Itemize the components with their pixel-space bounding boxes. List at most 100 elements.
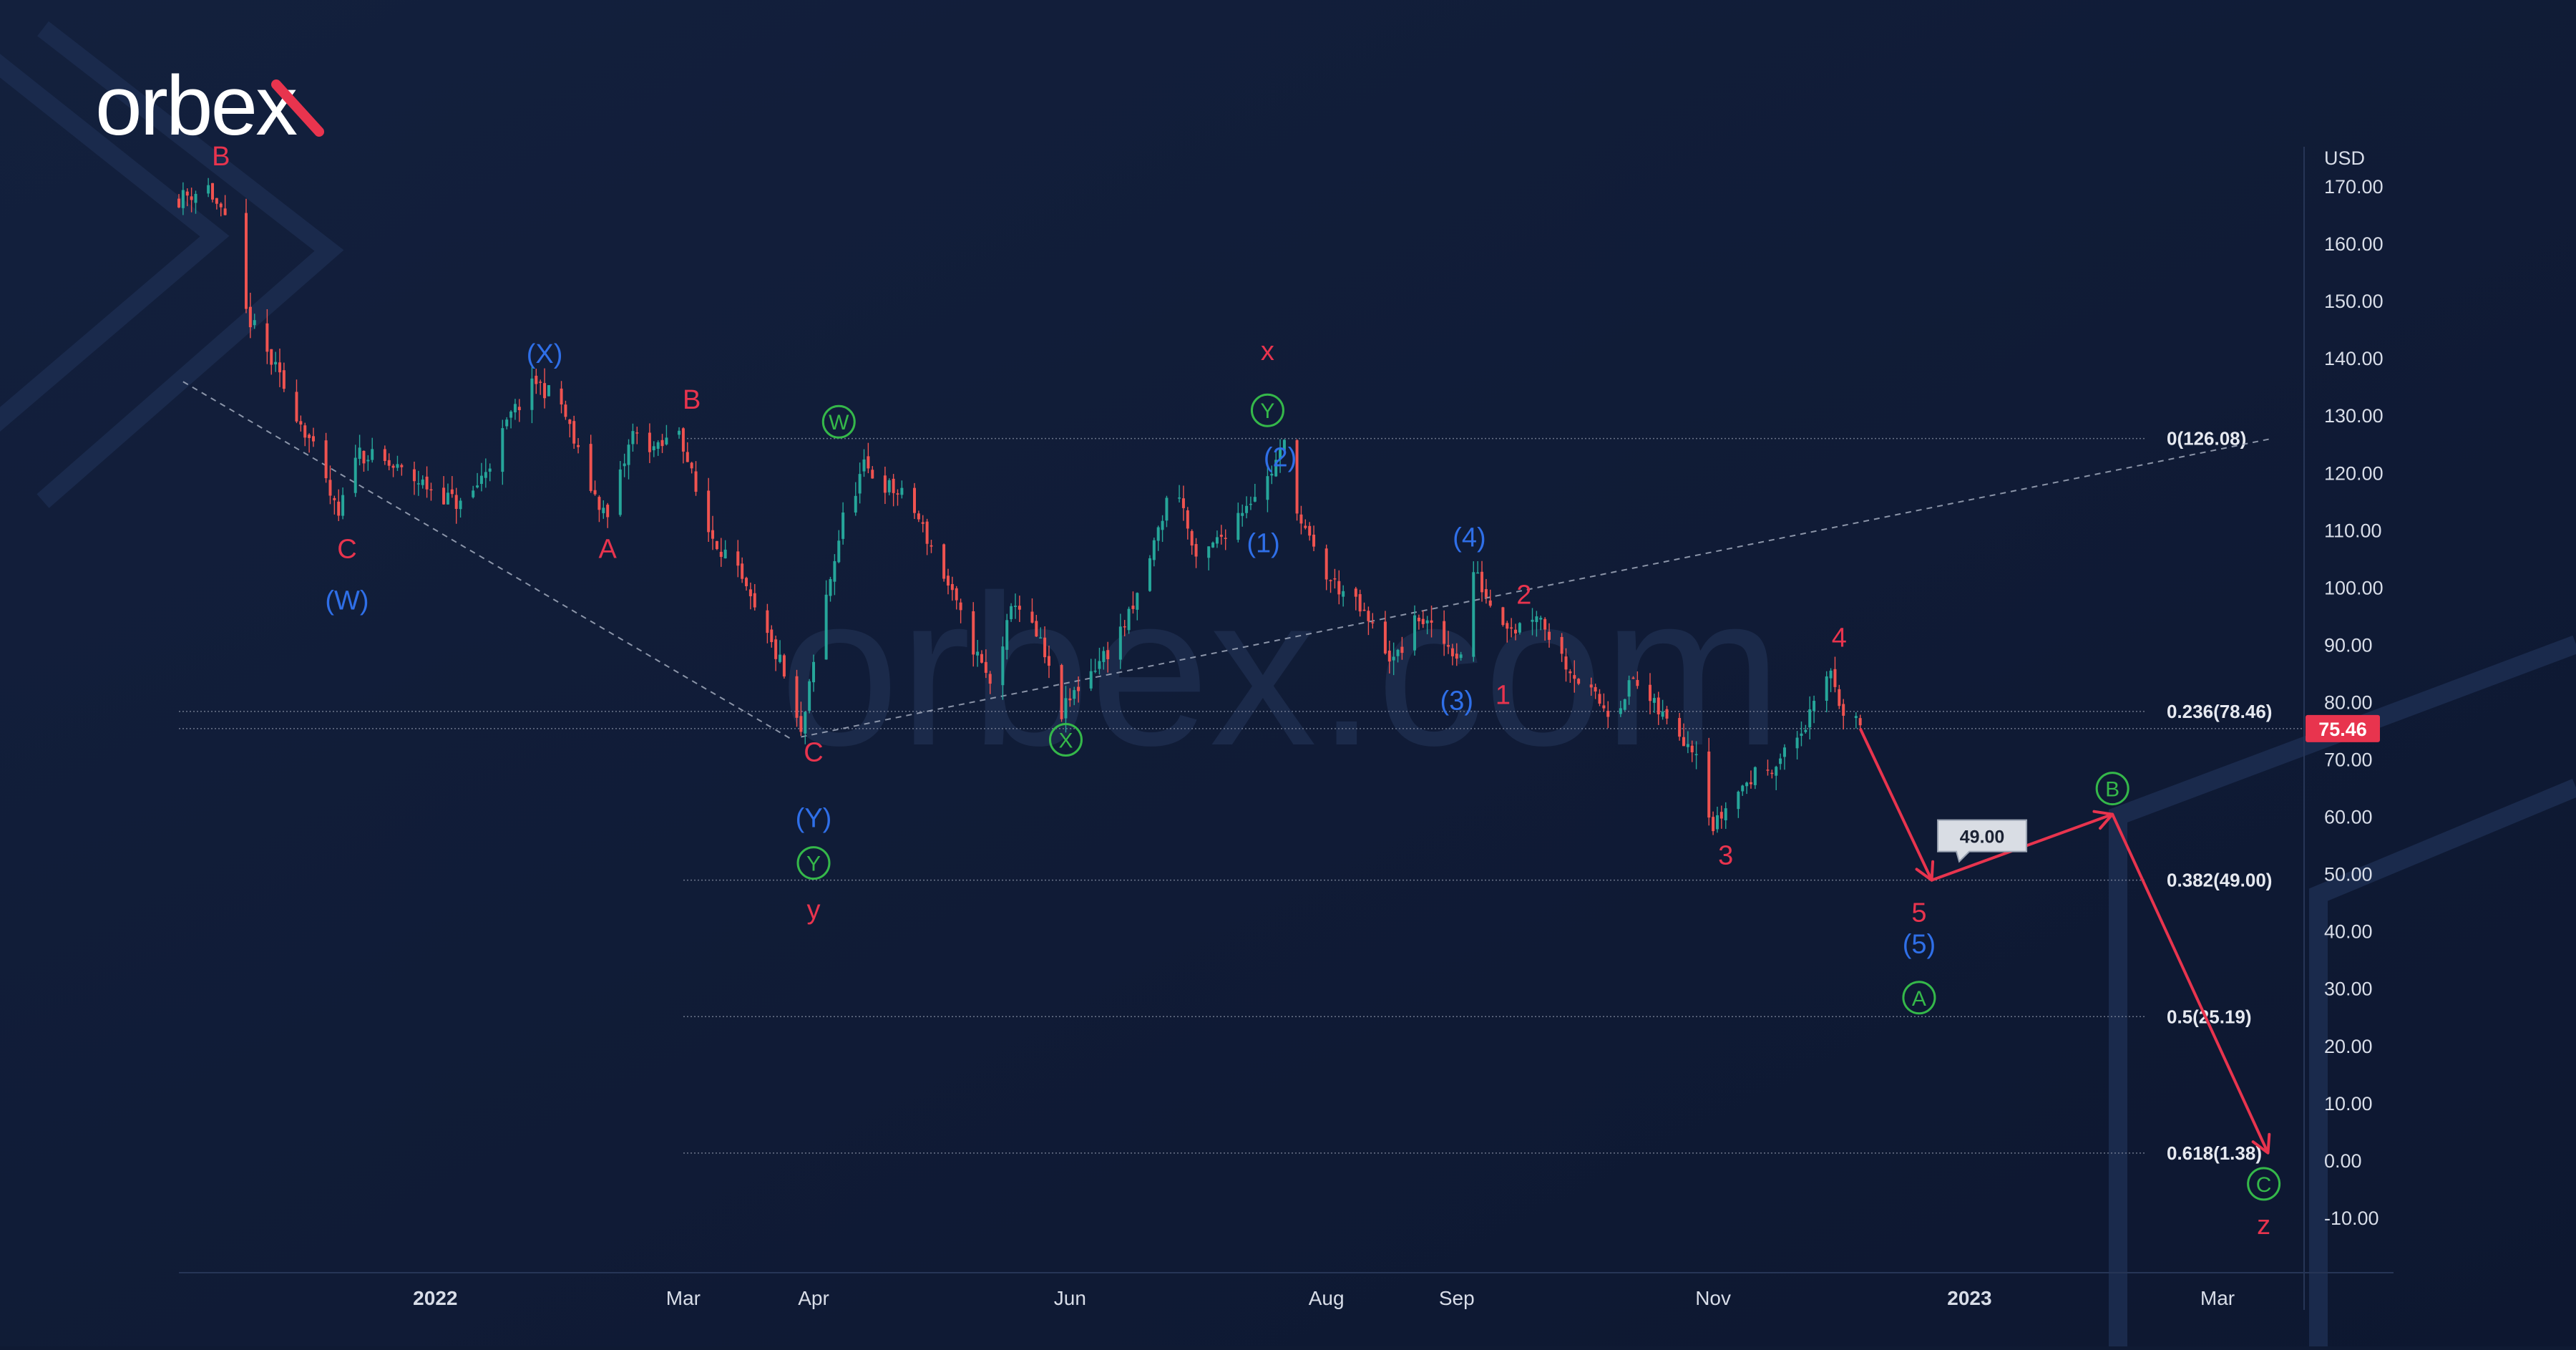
wave-label-circle [1902,981,1936,1015]
candle-body [1304,525,1307,528]
candle-body [912,487,916,513]
candle-body [753,593,756,608]
candle-body [1648,684,1652,701]
candle-body [858,474,862,494]
axes: USD 170.00160.00150.00140.00130.00120.00… [413,147,2383,1309]
x-tick-label: 2023 [1947,1287,1991,1309]
candle-body [1665,709,1669,719]
candle-body [597,497,601,510]
candle-body [391,465,395,468]
candle-body [1211,542,1215,548]
candles [177,178,1862,835]
candle-body [560,388,563,405]
candle-body [1741,785,1745,792]
candle-body [1005,620,1009,650]
candle-body [476,485,479,487]
wave-label: B [683,385,701,415]
candle-body [1795,737,1799,749]
candle-body [1224,538,1227,539]
candle-body [1417,617,1420,621]
wave-label: X [1058,729,1073,753]
wave-label: C [337,534,356,564]
candle-body [1682,737,1685,747]
candle-body [244,213,248,309]
candle-body [1443,621,1446,644]
candle-body [1181,498,1185,508]
candle-body [429,489,433,491]
candle-body [1476,572,1480,574]
candle-body [1123,626,1126,628]
candle-body [1560,636,1563,654]
candle-body [1236,513,1240,540]
candle-body [1753,767,1757,785]
wave-label: (X) [527,339,563,369]
candle-body [896,493,899,495]
x-tick-label: Mar [666,1287,701,1309]
candle-body [1274,460,1278,477]
candle-body [371,449,374,460]
y-tick-label: 140.00 [2324,348,2384,369]
candle-body [366,460,370,462]
candle-body [795,676,799,718]
wave-label: Y [806,853,821,876]
candle-body [1619,708,1622,714]
forecast-arrowhead [2092,810,2114,830]
wave-label: B [212,142,230,172]
candle-body [770,629,774,643]
orbex-logo: orbex [95,59,324,153]
wave-label: Y [1260,399,1274,423]
candle-body [207,185,210,194]
y-tick-label: 120.00 [2324,462,2384,484]
candle-body [984,661,987,673]
candle-body [1312,534,1316,547]
candle-body [959,602,962,611]
candle-body [745,578,748,586]
candle-body [900,487,904,495]
candle-body [1010,606,1013,619]
candle-body [1068,698,1072,701]
candle-body [1396,649,1400,656]
candle-body [837,540,841,563]
wave-label: (Y) [796,804,832,834]
logo-text: orbex [95,59,297,153]
candle-body [631,431,635,445]
candle-body [1686,744,1689,747]
candle-body [1279,447,1282,460]
fib-level-label: 0.382(49.00) [2167,870,2272,891]
candle-body [1825,676,1828,701]
candle-body [1779,758,1782,764]
candle-body [711,530,715,539]
candle-body [1808,709,1812,728]
candle-body [1627,680,1631,697]
candle-body [530,378,534,410]
candle-body [564,404,567,417]
y-tick-label: 70.00 [2324,749,2373,771]
candle-body [867,456,870,469]
candle-body [1737,792,1740,810]
candle-body [513,404,517,413]
candle-body [1106,650,1110,659]
candle-body [517,407,521,411]
x-tick-label: Sep [1439,1287,1475,1309]
candle-body [1842,704,1845,716]
candle-body [841,512,845,539]
candle-body [1506,623,1509,629]
candle-body [1430,620,1433,623]
y-tick-label: -10.00 [2324,1208,2379,1229]
candle-body [1577,679,1581,684]
candle-body [1165,497,1169,521]
wave-label: 5 [1911,898,1926,928]
candle-body [484,472,487,478]
candle-body [1152,540,1156,560]
candle-body [656,442,660,449]
forecast-arrowhead [1915,860,1935,882]
candle-body [1337,581,1341,595]
candle-body [1745,782,1749,787]
candle-body [1472,572,1475,657]
candle-body [1724,808,1727,820]
candle-body [450,489,454,495]
candle-body [1813,701,1816,712]
measure-callout-box [1937,819,2028,863]
